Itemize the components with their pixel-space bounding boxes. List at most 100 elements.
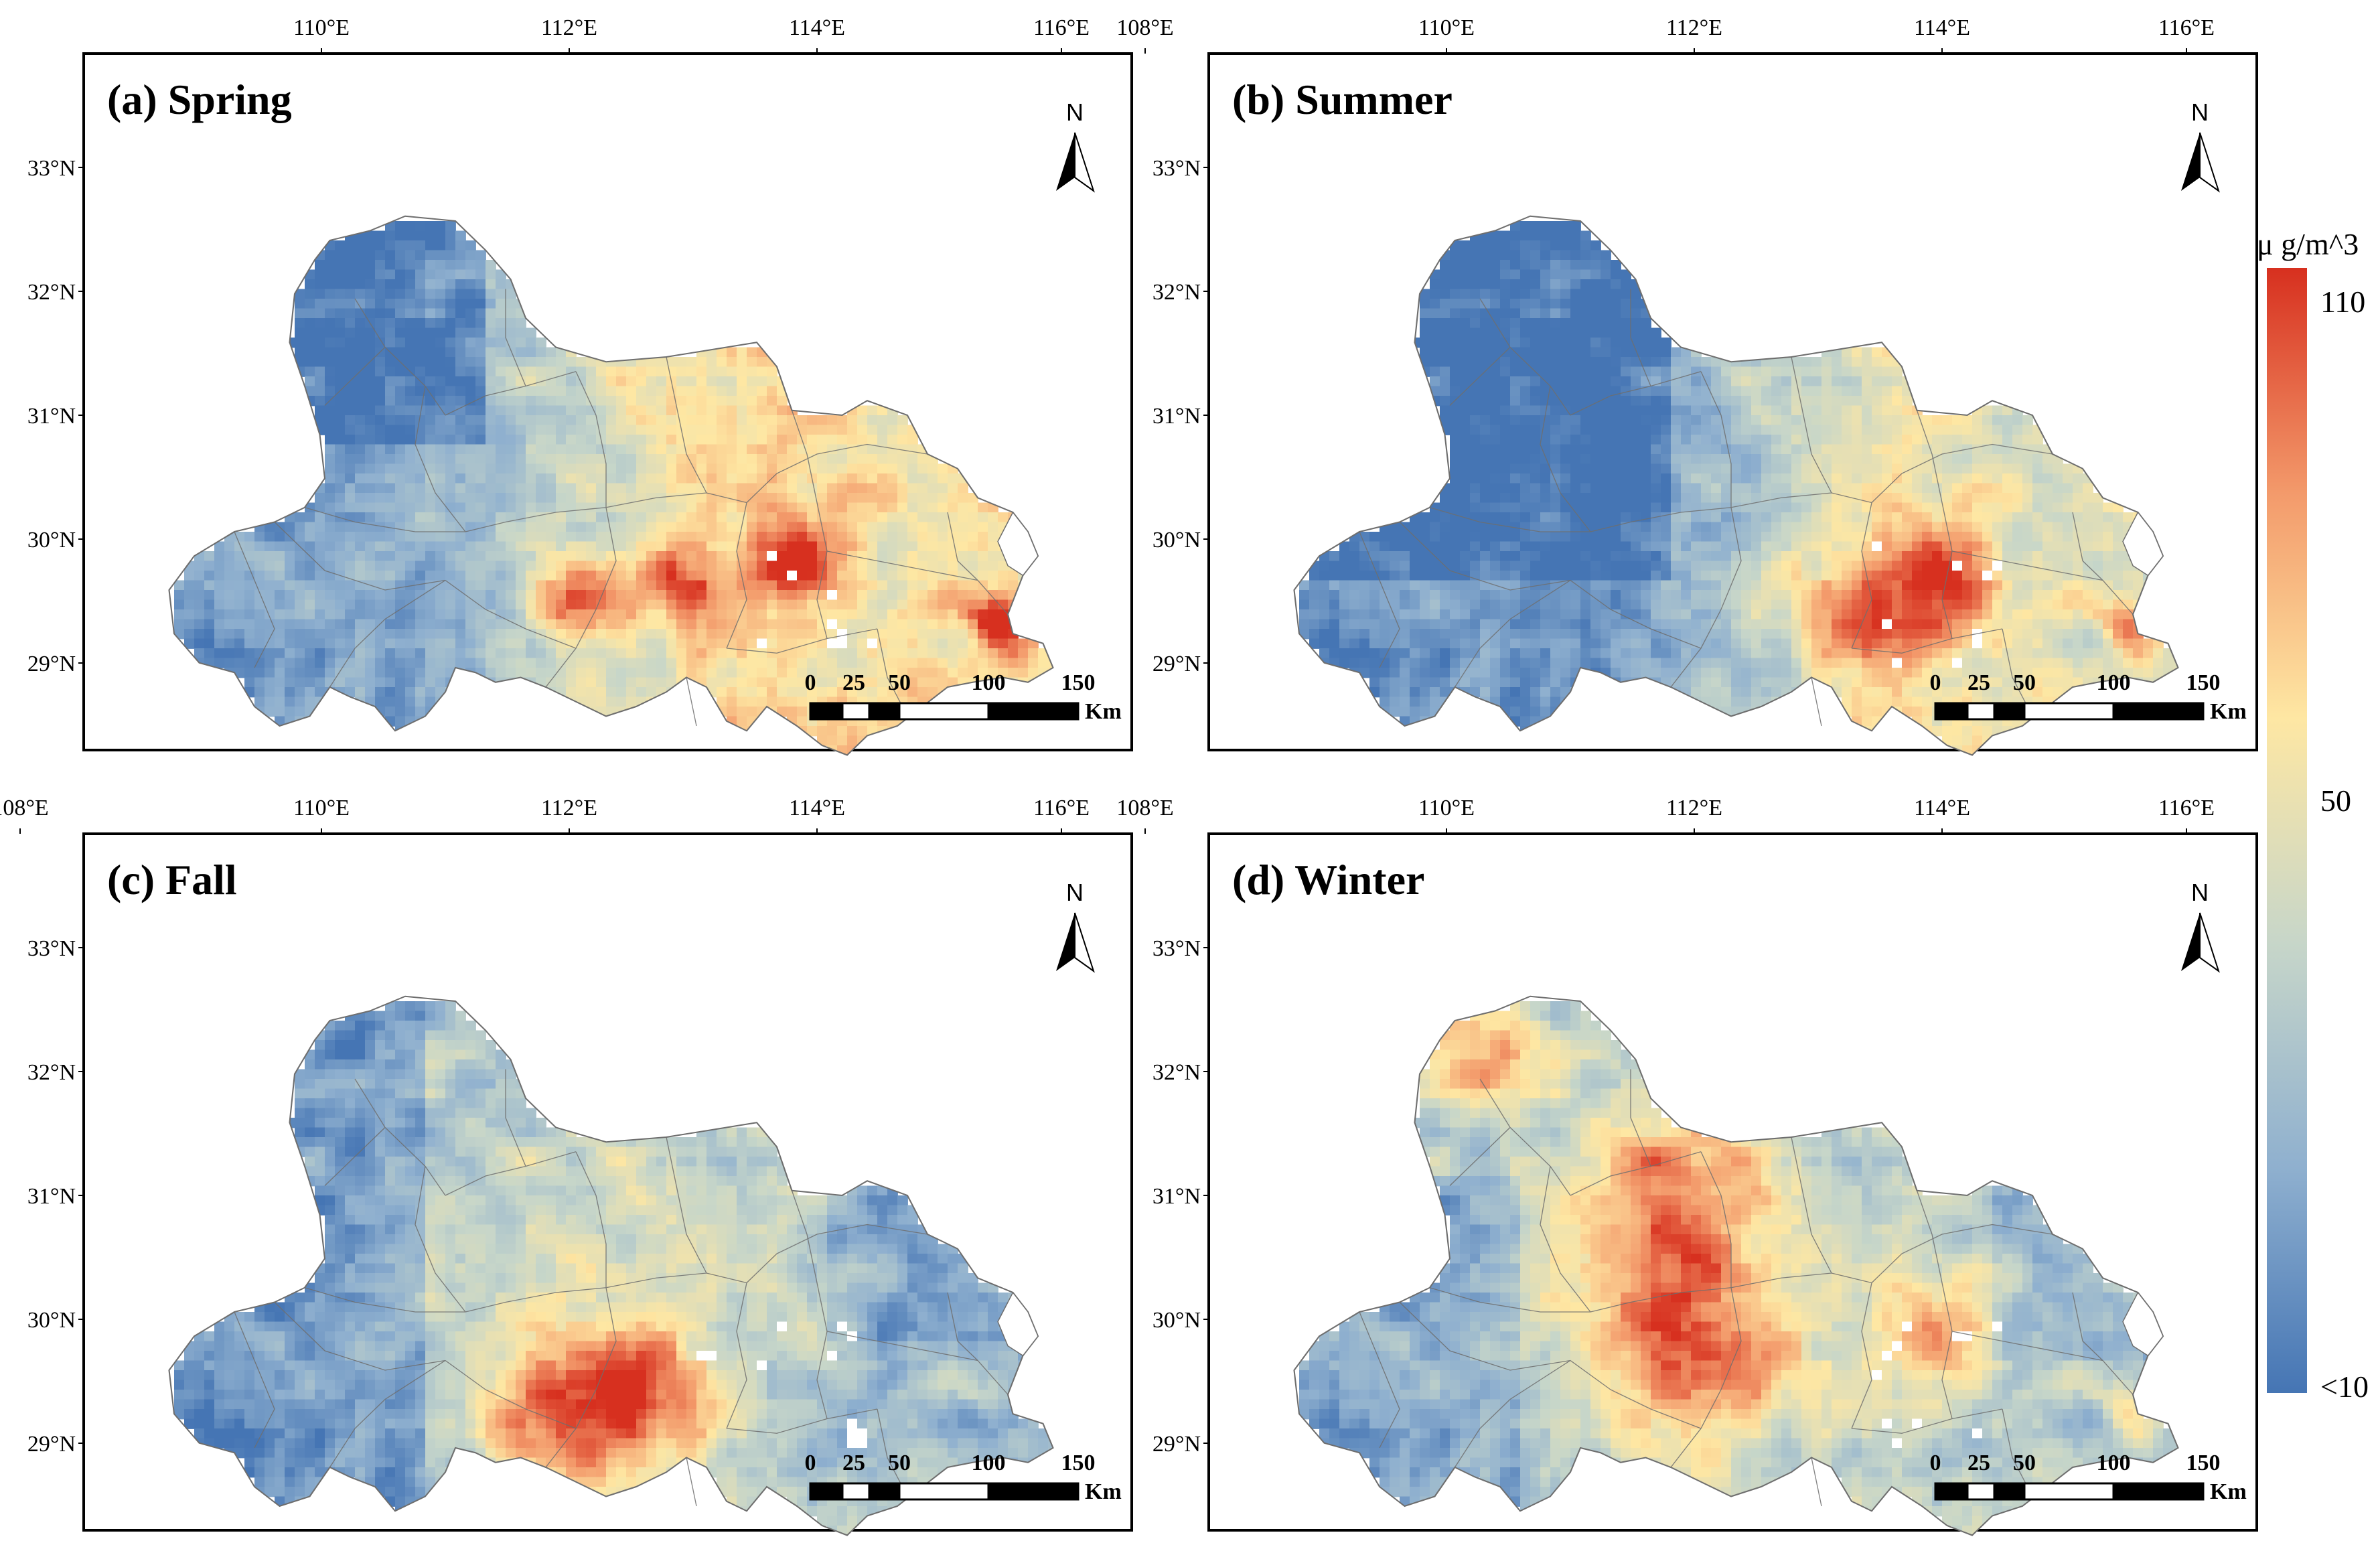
north-label: N	[1066, 879, 1084, 906]
longitude-tick-label: 112°E	[541, 15, 597, 40]
scale-bar-unit: Km	[2210, 1479, 2247, 1504]
latitude-tick-label: 29°N	[27, 652, 76, 676]
latitude-tick-label: 33°N	[1152, 936, 1201, 961]
latitude-tick-label: 30°N	[1152, 1308, 1201, 1333]
latitude-tick-label: 29°N	[1152, 652, 1201, 676]
longitude-tick-label: 116°E	[2158, 15, 2215, 40]
latitude-tick-label: 31°N	[27, 404, 76, 429]
longitude-tick-label: 110°E	[293, 15, 350, 40]
latitude-tick-label: 31°N	[27, 1184, 76, 1209]
longitude-tick-label: 108°E	[1116, 15, 1173, 40]
scale-bar-label: 25	[1967, 1451, 1990, 1475]
panel-title: (d) Winter	[1232, 856, 1424, 903]
scale-bar-label: 0	[1930, 1451, 1941, 1475]
longitude-tick-label: 114°E	[789, 796, 845, 820]
scale-bar-label: 0	[805, 1451, 816, 1475]
latitude-tick-label: 33°N	[27, 936, 76, 961]
province-raster	[168, 215, 1054, 756]
province-boundary	[168, 995, 1054, 1536]
scale-bar-label: 100	[2097, 670, 2131, 695]
scale-bar-label: 50	[888, 670, 911, 695]
longitude-tick-label: 108°E	[1116, 796, 1173, 820]
longitude-tick-label: 110°E	[1418, 15, 1475, 40]
panel-title: (c) Fall	[107, 856, 237, 903]
north-arrow-icon: N	[2181, 98, 2220, 193]
province-raster	[168, 995, 1054, 1536]
scale-bar-label: 150	[2186, 1451, 2221, 1475]
colorbar-gradient	[2267, 268, 2307, 1393]
scale-bar-label: 25	[1967, 670, 1990, 695]
latitude-tick-label: 30°N	[1152, 528, 1201, 552]
unmapped-area	[997, 1291, 1039, 1357]
latitude-tick-label: 31°N	[1152, 404, 1201, 429]
longitude-tick-label: 114°E	[1914, 796, 1970, 820]
province-boundary	[1293, 995, 2179, 1536]
scale-bar-unit: Km	[1085, 699, 1122, 724]
longitude-tick-label: 112°E	[1666, 796, 1722, 820]
district-boundaries	[1359, 1069, 2134, 1507]
scale-bar-label: 25	[842, 670, 865, 695]
scale-bar: 0 25 50 100 150 Km	[1930, 1451, 2247, 1504]
colorbar: μ g/m^3 110 50 <10	[2257, 227, 2369, 1404]
panel-title: (a) Spring	[107, 76, 292, 123]
district-boundaries	[234, 289, 1009, 727]
map-panel-c: (c) Fall N 0 25 50 100 150 Km	[82, 832, 1133, 1536]
north-label: N	[1066, 98, 1084, 126]
longitude-tick-label: 112°E	[541, 796, 597, 820]
unmapped-area	[2122, 511, 2164, 577]
longitude-tick-label: 116°E	[1033, 796, 1090, 820]
scale-bar-label: 150	[1061, 670, 1096, 695]
district-boundaries	[234, 1069, 1009, 1507]
latitude-tick-label: 32°N	[1152, 1060, 1201, 1085]
north-arrow-icon: N	[1056, 879, 1095, 973]
scale-bar-label: 150	[2186, 670, 2221, 695]
longitude-tick-label: 110°E	[1418, 796, 1475, 820]
unmapped-area	[997, 511, 1039, 577]
north-label: N	[2191, 98, 2209, 126]
scale-bar-label: 100	[972, 670, 1006, 695]
latitude-tick-label: 32°N	[1152, 280, 1201, 305]
latitude-tick-label: 30°N	[27, 1308, 76, 1333]
scale-bar: 0 25 50 100 150 Km	[805, 1451, 1122, 1504]
colorbar-label: 50	[2320, 784, 2351, 818]
north-arrow-icon: N	[1056, 98, 1095, 193]
latitude-tick-label: 30°N	[27, 528, 76, 552]
latitude-tick-label: 32°N	[27, 280, 76, 305]
scale-bar-unit: Km	[2210, 699, 2247, 724]
latitude-tick-label: 29°N	[27, 1432, 76, 1457]
map-panel-a: (a) Spring N 0 25 50 100 150 Km	[82, 52, 1133, 756]
scale-bar-label: 50	[2013, 1451, 2036, 1475]
scale-bar-label: 50	[2013, 670, 2036, 695]
longitude-tick-label: 112°E	[1666, 15, 1722, 40]
scale-bar-label: 100	[2097, 1451, 2131, 1475]
scale-bar-label: 25	[842, 1451, 865, 1475]
longitude-tick-label: 116°E	[1033, 15, 1090, 40]
latitude-tick-label: 33°N	[27, 156, 76, 181]
longitude-tick-label: 114°E	[1914, 15, 1970, 40]
district-boundaries	[1359, 289, 2134, 727]
scale-bar-label: 150	[1061, 1451, 1096, 1475]
scale-bar: 0 25 50 100 150 Km	[1930, 670, 2247, 724]
colorbar-label: 110	[2320, 285, 2365, 319]
longitude-tick-label: 108°E	[0, 796, 49, 820]
province-boundary	[168, 215, 1054, 756]
scale-bar-label: 0	[1930, 670, 1941, 695]
north-arrow-icon: N	[2181, 879, 2220, 973]
latitude-tick-label: 33°N	[1152, 156, 1201, 181]
scale-bar-label: 100	[972, 1451, 1006, 1475]
scale-bar-label: 50	[888, 1451, 911, 1475]
latitude-tick-label: 32°N	[27, 1060, 76, 1085]
panel-title: (b) Summer	[1232, 76, 1453, 123]
longitude-tick-label: 114°E	[789, 15, 845, 40]
scale-bar-label: 0	[805, 670, 816, 695]
map-panel-b: (b) Summer N 0 25 50 100 150 Km	[1207, 52, 2258, 756]
longitude-tick-label: 110°E	[293, 796, 350, 820]
north-label: N	[2191, 879, 2209, 906]
colorbar-label: <10	[2320, 1370, 2369, 1404]
latitude-tick-label: 31°N	[1152, 1184, 1201, 1209]
longitude-tick-label: 116°E	[2158, 796, 2215, 820]
unmapped-area	[2122, 1291, 2164, 1357]
scale-bar-unit: Km	[1085, 1479, 1122, 1504]
latitude-tick-label: 29°N	[1152, 1432, 1201, 1457]
